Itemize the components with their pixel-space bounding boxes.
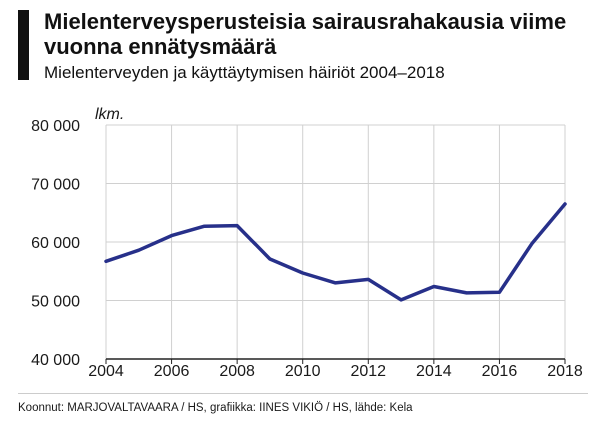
x-tick-label: 2010 bbox=[285, 363, 321, 380]
series-layer bbox=[104, 202, 567, 302]
y-axis-unit-label: lkm. bbox=[95, 106, 124, 123]
footer-divider bbox=[18, 393, 588, 394]
y-tick-label: 50 000 bbox=[31, 294, 80, 311]
y-tick-label: 80 000 bbox=[31, 118, 80, 135]
x-tick-label: 2016 bbox=[482, 363, 518, 380]
chart-subtitle: Mielenterveyden ja käyttäytymisen häiriö… bbox=[44, 63, 445, 82]
x-tick-label: 2014 bbox=[416, 363, 452, 380]
x-tick-label: 2018 bbox=[547, 363, 583, 380]
tick-labels: 40 000 50 000 60 000 70 000 80 000 2004 2006 20… bbox=[31, 118, 583, 380]
x-tick-label: 2012 bbox=[350, 363, 386, 380]
source-credit: Koonnut: MARJOVALTAVAARA / HS, grafiikka… bbox=[18, 402, 413, 414]
x-tick-label: 2008 bbox=[219, 363, 255, 380]
x-tick-label: 2004 bbox=[88, 363, 124, 380]
series-line bbox=[104, 202, 567, 302]
chart-title: Mielenterveysperusteisia sairausrahakaus… bbox=[44, 9, 567, 59]
axes bbox=[105, 358, 566, 364]
y-tick-label: 40 000 bbox=[31, 352, 80, 369]
title-accent-bar bbox=[18, 10, 29, 80]
y-tick-label: 60 000 bbox=[31, 235, 80, 252]
y-tick-label: 70 000 bbox=[31, 177, 80, 194]
grid-lines bbox=[105, 124, 566, 359]
x-tick-label: 2006 bbox=[154, 363, 190, 380]
